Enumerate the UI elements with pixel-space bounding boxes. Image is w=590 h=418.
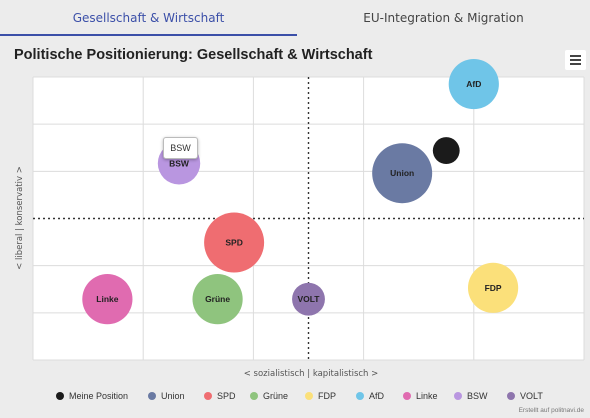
bubble-volt (292, 282, 325, 316)
legend-marker (305, 391, 313, 400)
legend-label: Linke (416, 391, 438, 401)
active-tab-indicator (0, 34, 297, 36)
legend-marker (204, 391, 212, 400)
legend-label: Grüne (263, 391, 289, 401)
tab-label: EU-Integration & Migration (363, 11, 524, 25)
bubble-spd (204, 212, 265, 273)
tooltip: BSW (163, 137, 198, 159)
bubble-label-linke: Linke (96, 294, 118, 304)
bubble-label-bsw: BSW (169, 158, 190, 168)
tab-bar: Gesellschaft & Wirtschaft EU-Integration… (0, 0, 590, 36)
hamburger-menu-icon[interactable] (565, 50, 586, 70)
legend-marker (507, 391, 515, 400)
legend-marker (403, 391, 411, 400)
bubble-fdp (467, 262, 519, 313)
legend-label: BSW (467, 391, 488, 401)
bubble-linke (82, 274, 133, 325)
bubble-label-spd: SPD (225, 238, 242, 248)
y-axis-label: < liberal | konservativ > (15, 166, 25, 270)
legend-marker (148, 391, 156, 400)
legend-marker (454, 391, 462, 400)
legend-item-bsw[interactable]: BSW (454, 388, 488, 404)
legend-marker (356, 391, 364, 400)
legend-item-meine-position[interactable]: Meine Position (56, 388, 128, 404)
chart-title: Politische Positionierung: Gesellschaft … (14, 47, 373, 63)
legend-label: AfD (369, 391, 385, 401)
legend-marker (250, 391, 258, 400)
legend-item-volt[interactable]: VOLT (507, 388, 543, 404)
legend-label: VOLT (520, 391, 543, 401)
legend-marker (56, 391, 64, 400)
bubble-meine-position (432, 137, 460, 164)
bubble-label-grüne: Grüne (205, 294, 230, 304)
x-axis-label: < sozialistisch | kapitalistisch > (243, 369, 379, 379)
tab-eu-integration-migration[interactable]: EU-Integration & Migration (297, 0, 590, 36)
bubble-union (372, 143, 433, 204)
bubble-label-fdp: FDP (485, 283, 502, 293)
legend-item-union[interactable]: Union (148, 388, 185, 404)
bubble-label-volt: VOLT (297, 294, 320, 304)
bubble-afd (448, 58, 499, 110)
legend-label: Union (161, 391, 185, 401)
bubble-label-afd: AfD (466, 79, 481, 89)
tab-gesellschaft-wirtschaft[interactable]: Gesellschaft & Wirtschaft (0, 0, 297, 36)
bubble-label-union: Union (390, 168, 414, 178)
credits-link[interactable]: Erstellt auf politnavi.de (518, 407, 584, 414)
legend-item-linke[interactable]: Linke (403, 388, 438, 404)
legend-item-fdp[interactable]: FDP (305, 388, 336, 404)
legend-label: Meine Position (69, 391, 129, 401)
legend-item-grüne[interactable]: Grüne (250, 388, 288, 404)
legend: Meine Position Union SPD Grüne FDP AfD Linke BS… (0, 388, 590, 404)
bubble-grüne (192, 274, 243, 325)
legend-label: FDP (318, 391, 336, 401)
legend-label: SPD (217, 391, 236, 401)
legend-item-afd[interactable]: AfD (356, 388, 384, 404)
tab-label: Gesellschaft & Wirtschaft (72, 11, 225, 25)
legend-item-spd[interactable]: SPD (204, 388, 236, 404)
